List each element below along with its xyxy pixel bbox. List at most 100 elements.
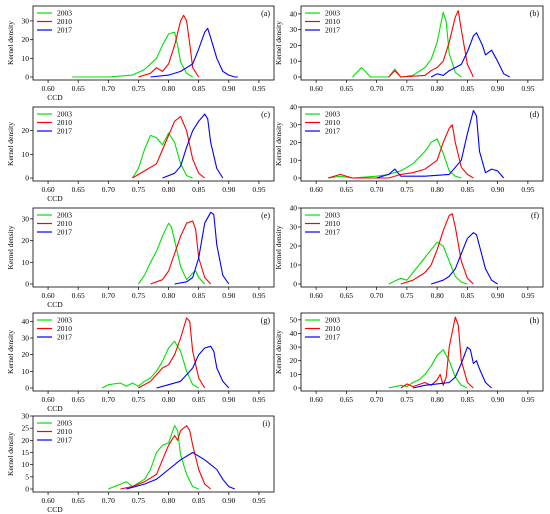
series-line-2003 [108, 425, 199, 490]
series-line-2010 [400, 316, 474, 389]
legend-label-2003: 2003 [325, 9, 340, 18]
plot-frame [300, 312, 544, 392]
y-tick-label: 10 [22, 150, 30, 159]
chart-panel-8: 0.60 0.65 0.70 0.75 0.80 0.85 0.90 0.95 0 10 20 30 4… [274, 312, 544, 404]
legend-label-2003: 2003 [57, 9, 72, 18]
series-line-2003 [388, 349, 468, 389]
series-line-2010 [150, 220, 212, 285]
x-tick-label: 0.80 [431, 185, 444, 194]
y-tick-label: 0 [293, 73, 297, 82]
x-tick-label: 0.95 [252, 291, 265, 300]
x-tick-label: 0.95 [252, 84, 265, 93]
x-tick-label: 0.60 [310, 185, 323, 194]
x-tick-label: 0.60 [310, 291, 323, 300]
legend-label-2017: 2017 [57, 333, 72, 342]
y-axis-label: Kernel density [274, 330, 283, 374]
x-tick-label: 0.70 [102, 84, 115, 93]
x-tick-label: 0.90 [222, 84, 235, 93]
series-line-2003 [102, 340, 199, 389]
x-tick-label: 0.90 [491, 185, 504, 194]
x-tick-label: 0.75 [132, 395, 145, 404]
series-line-2017 [126, 451, 236, 490]
y-tick-label: 20 [22, 436, 30, 445]
y-tick-label: 10 [290, 57, 298, 66]
x-tick-label: 0.70 [370, 291, 383, 300]
y-tick-label: 0 [25, 73, 29, 82]
plot-frame [300, 106, 544, 182]
chart-panel-3: 0.60 0.65 0.70 0.75 0.80 0.85 0.90 0.95 0 10 20 Ker… [6, 106, 275, 203]
x-tick-label: 0.70 [102, 496, 115, 505]
legend-label-2017: 2017 [57, 436, 72, 445]
panel-label: (e) [261, 211, 270, 220]
y-axis-label: Kernel density [6, 432, 15, 476]
x-tick-label: 0.60 [42, 395, 55, 404]
legend-label-2003: 2003 [57, 316, 72, 325]
x-tick-label: 0.60 [42, 185, 55, 194]
x-tick-label: 0.90 [491, 395, 504, 404]
x-tick-label: 0.70 [370, 84, 383, 93]
series-line-2003 [328, 138, 462, 179]
x-tick-label: 0.60 [42, 84, 55, 93]
series-line-2003 [131, 132, 193, 179]
x-tick-label: 0.95 [252, 395, 265, 404]
series-line-2003 [388, 241, 468, 285]
x-tick-label: 0.95 [252, 496, 265, 505]
series-line-2017 [156, 345, 230, 389]
legend-label-2003: 2003 [57, 110, 72, 119]
chart-panel-7: 0.60 0.65 0.70 0.75 0.80 0.85 0.90 0.95 0 10 20 30 4… [6, 312, 275, 413]
y-tick-label: 20 [22, 35, 30, 44]
plot-frame [300, 5, 544, 81]
x-tick-label: 0.60 [42, 496, 55, 505]
panel-label: (a) [261, 9, 270, 18]
x-tick-label: 0.65 [340, 185, 353, 194]
x-tick-label: 0.85 [192, 185, 205, 194]
legend-label-2017: 2017 [57, 26, 72, 35]
x-tick-label: 0.95 [521, 395, 534, 404]
x-tick-label: 0.75 [132, 84, 145, 93]
x-tick-label: 0.65 [72, 185, 85, 194]
x-tick-label: 0.75 [132, 291, 145, 300]
x-axis-label: CCD [47, 194, 63, 203]
x-tick-label: 0.95 [252, 185, 265, 194]
chart-panel-5: 0.60 0.65 0.70 0.75 0.80 0.85 0.90 0.95 0 10 20 30 K… [6, 207, 275, 309]
plot-frame [32, 5, 275, 81]
x-axis-label: CCD [47, 93, 63, 102]
x-tick-label: 0.95 [521, 185, 534, 194]
y-tick-label: 10 [22, 460, 30, 469]
y-tick-label: 30 [290, 25, 298, 34]
x-tick-label: 0.85 [461, 395, 474, 404]
x-tick-label: 0.95 [521, 84, 534, 93]
y-tick-label: 20 [290, 356, 298, 365]
x-tick-label: 0.85 [192, 395, 205, 404]
legend-label-2017: 2017 [57, 127, 72, 136]
y-axis-label: Kernel density [6, 225, 15, 269]
x-tick-label: 0.80 [162, 291, 175, 300]
plot-frame [300, 207, 544, 288]
x-tick-label: 0.85 [192, 84, 205, 93]
series-line-2010 [138, 317, 206, 389]
x-tick-label: 0.70 [370, 395, 383, 404]
x-tick-label: 0.80 [162, 185, 175, 194]
y-tick-label: 10 [290, 370, 298, 379]
series-line-2010 [388, 10, 474, 78]
x-tick-label: 0.60 [42, 291, 55, 300]
x-tick-label: 0.65 [340, 395, 353, 404]
legend-label-2017: 2017 [325, 228, 340, 237]
panel-label: (b) [530, 9, 540, 18]
x-tick-label: 0.75 [400, 291, 413, 300]
series-line-2017 [376, 109, 505, 179]
x-tick-label: 0.65 [340, 291, 353, 300]
y-tick-label: 10 [22, 258, 30, 267]
series-line-2010 [328, 124, 474, 179]
series-line-2003 [352, 11, 462, 78]
y-tick-label: 20 [22, 236, 30, 245]
legend-label-2010: 2010 [325, 324, 340, 333]
legend-label-2003: 2003 [57, 211, 72, 220]
y-tick-label: 20 [290, 138, 298, 147]
panel-label: (c) [261, 110, 270, 119]
y-tick-label: 30 [22, 412, 30, 421]
y-axis-label: Kernel density [6, 330, 15, 374]
y-tick-label: 40 [290, 103, 298, 112]
x-tick-label: 0.60 [310, 395, 323, 404]
